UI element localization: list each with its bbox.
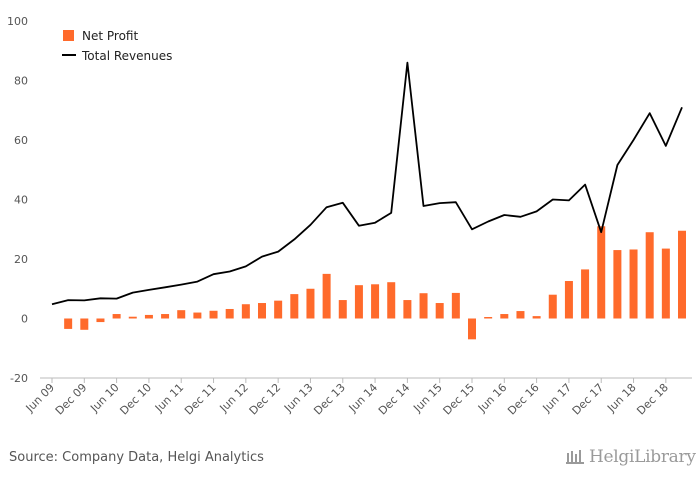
- net-profit-bar: [629, 249, 638, 319]
- x-tick-label: Dec 17: [570, 381, 607, 418]
- net-profit-bar: [161, 314, 170, 319]
- x-tick-label: Dec 18: [634, 381, 671, 418]
- source-note: Source: Company Data, Helgi Analytics: [9, 450, 264, 465]
- x-tick-label: Dec 15: [441, 381, 478, 418]
- x-tick-label: Jun 10: [87, 381, 121, 415]
- net-profit-bar: [144, 314, 153, 319]
- x-tick-label: Jun 09: [23, 381, 57, 415]
- x-tick-label: Dec 12: [247, 381, 284, 418]
- net-profit-bar: [80, 318, 89, 330]
- net-profit-bar: [500, 314, 509, 319]
- helgi-library-logo: HelgiLibrary: [566, 447, 696, 467]
- y-tick-label: 80: [14, 75, 28, 88]
- x-tick-label: Jun 13: [281, 381, 315, 415]
- net-profit-bar: [128, 316, 137, 319]
- net-profit-bar: [112, 314, 121, 319]
- net-profit-bar: [354, 285, 363, 319]
- net-profit-bar: [435, 303, 444, 319]
- x-tick-label: Jun 17: [540, 381, 574, 415]
- net-profit-bar: [564, 281, 573, 319]
- y-tick-label: 100: [7, 15, 28, 28]
- net-profit-bar: [338, 300, 347, 319]
- net-profit-bar: [516, 311, 525, 319]
- net-profit-bar: [290, 294, 299, 319]
- net-profit-bar: [403, 300, 412, 319]
- x-tick-label: Jun 11: [152, 381, 186, 415]
- net-profit-bar: [484, 317, 493, 319]
- legend: Net Profit Total Revenues: [62, 29, 172, 63]
- x-tick-label: Dec 14: [376, 381, 413, 418]
- net-profit-bar: [678, 230, 686, 319]
- net-profit-bar: [468, 318, 476, 340]
- net-profit-bar: [661, 248, 670, 319]
- net-profit-bar: [322, 273, 331, 319]
- net-profit-bar: [451, 292, 460, 319]
- net-profit-bar: [371, 284, 380, 319]
- net-profit-bar: [177, 310, 186, 319]
- net-profit-bar: [387, 282, 396, 319]
- legend-swatch-net-profit: [63, 30, 74, 41]
- y-tick-label: 60: [14, 134, 28, 147]
- net-profit-bar: [597, 226, 606, 319]
- x-tick-label: Jun 14: [346, 381, 380, 415]
- x-tick-label: Dec 16: [505, 381, 542, 418]
- y-axis: -20 0 20 40 60 80 100: [7, 15, 28, 385]
- net-profit-bar: [274, 300, 283, 319]
- net-profit-bars: [64, 226, 686, 340]
- net-profit-bar: [193, 312, 202, 319]
- net-profit-bar: [581, 269, 590, 319]
- total-revenues-line: [51, 61, 683, 306]
- x-tick-label: Dec 13: [311, 381, 348, 418]
- net-profit-bar: [613, 250, 622, 319]
- net-profit-bar: [209, 310, 218, 319]
- legend-label-net-profit: Net Profit: [82, 29, 138, 43]
- legend-label-total-revenues: Total Revenues: [81, 49, 172, 63]
- net-profit-bar: [258, 303, 266, 319]
- x-tick-label: Jun 16: [475, 381, 509, 415]
- net-profit-bar: [532, 316, 541, 319]
- x-tick-label: Dec 11: [182, 381, 219, 418]
- y-tick-label: 0: [21, 313, 28, 326]
- y-tick-label: 20: [14, 253, 28, 266]
- net-profit-bar: [241, 304, 250, 319]
- net-profit-bar: [306, 288, 315, 319]
- x-tick-label: Jun 18: [604, 381, 638, 415]
- library-icon: [566, 450, 584, 464]
- y-tick-label: 40: [14, 194, 28, 207]
- net-profit-bar: [225, 308, 234, 319]
- y-tick-label: -20: [10, 372, 28, 385]
- net-profit-bar: [64, 318, 73, 329]
- net-profit-bar: [96, 318, 105, 323]
- logo-text: HelgiLibrary: [589, 447, 696, 467]
- net-profit-bar: [645, 232, 654, 319]
- net-profit-bar: [548, 294, 557, 319]
- total-revenues-line-layer: [51, 61, 683, 306]
- x-tick-label: Jun 12: [217, 381, 251, 415]
- x-tick-label: Jun 15: [410, 381, 444, 415]
- x-tick-label: Dec 09: [53, 381, 90, 418]
- x-tick-label: Dec 10: [117, 381, 154, 418]
- net-profit-bar: [419, 293, 428, 319]
